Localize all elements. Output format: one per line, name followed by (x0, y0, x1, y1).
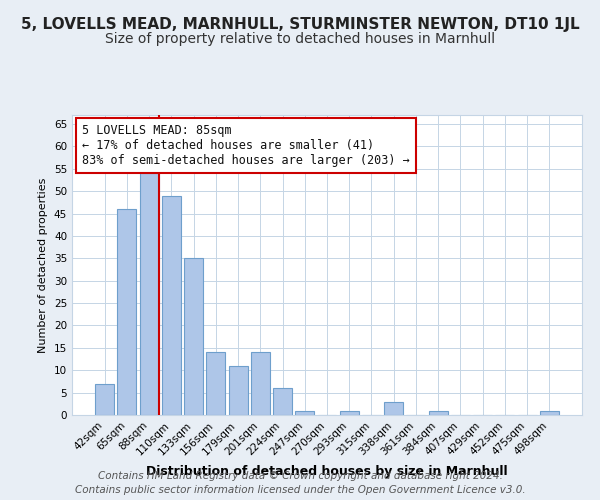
Bar (229, 366, 248, 415)
Bar (206, 352, 225, 415)
Bar (295, 410, 314, 415)
Text: Contains HM Land Registry data © Crown copyright and database right 2024.
Contai: Contains HM Land Registry data © Crown c… (74, 471, 526, 495)
Bar (340, 410, 359, 415)
Bar (140, 173, 158, 415)
Text: Size of property relative to detached houses in Marnhull: Size of property relative to detached ho… (105, 32, 495, 46)
Bar (184, 258, 203, 415)
Bar (540, 410, 559, 415)
X-axis label: Distribution of detached houses by size in Marnhull: Distribution of detached houses by size … (146, 465, 508, 478)
Text: 5 LOVELLS MEAD: 85sqm
← 17% of detached houses are smaller (41)
83% of semi-deta: 5 LOVELLS MEAD: 85sqm ← 17% of detached … (82, 124, 410, 167)
Bar (118, 209, 136, 415)
Bar (384, 402, 403, 415)
Bar (273, 388, 292, 415)
Bar (162, 196, 181, 415)
Y-axis label: Number of detached properties: Number of detached properties (38, 178, 49, 352)
Text: 5, LOVELLS MEAD, MARNHULL, STURMINSTER NEWTON, DT10 1JL: 5, LOVELLS MEAD, MARNHULL, STURMINSTER N… (20, 18, 580, 32)
Bar (429, 410, 448, 415)
Bar (251, 352, 270, 415)
Bar (95, 384, 114, 415)
